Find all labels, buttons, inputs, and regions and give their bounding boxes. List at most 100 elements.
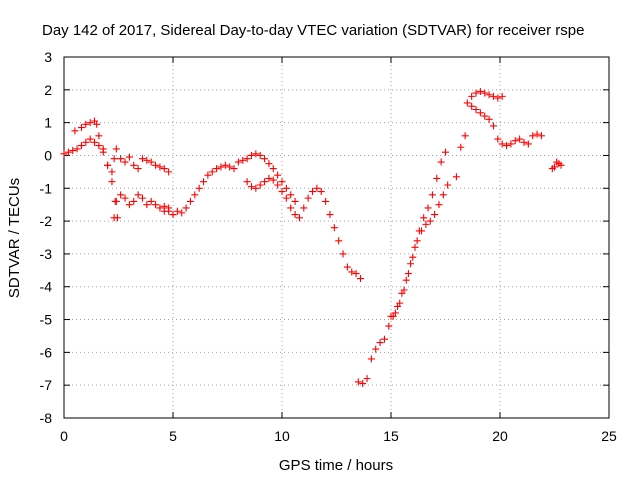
data-point (422, 220, 430, 228)
data-point (256, 181, 264, 189)
data-point (152, 161, 160, 169)
y-tick-label: -5 (40, 312, 53, 328)
data-point (221, 161, 229, 169)
data-point (485, 115, 493, 123)
data-point (533, 130, 541, 138)
data-point (418, 227, 426, 235)
data-point (261, 178, 269, 186)
y-tick-label: 0 (44, 147, 52, 163)
data-point (537, 132, 545, 140)
data-point (354, 378, 362, 386)
data-point (110, 214, 118, 222)
series-arc-8-14h-upper (234, 150, 299, 205)
data-point (64, 148, 72, 156)
data-point (69, 147, 77, 155)
data-point (117, 191, 125, 199)
data-point (494, 94, 502, 102)
data-point (110, 155, 118, 163)
data-point (472, 106, 480, 114)
data-point (372, 345, 380, 353)
data-point (269, 165, 277, 173)
data-point (322, 197, 330, 205)
data-point (274, 181, 282, 189)
data-point (93, 120, 101, 128)
data-point (274, 171, 282, 179)
data-point (152, 201, 160, 209)
data-point (407, 260, 415, 268)
data-point (291, 211, 299, 219)
data-point (256, 151, 264, 159)
series-arc-upper-3-5h (110, 145, 173, 176)
data-point (186, 197, 194, 205)
data-point (411, 243, 419, 251)
data-point (300, 204, 308, 212)
data-point (437, 158, 445, 166)
data-point (463, 99, 471, 107)
y-tick-labels: -8 -7 -6 -5 -4 -3 -2 -1 0 1 2 3 (40, 49, 53, 426)
data-point (208, 168, 216, 176)
data-point (402, 276, 410, 284)
data-point (165, 168, 173, 176)
data-point (278, 188, 286, 196)
data-point (60, 150, 68, 158)
data-point (125, 153, 133, 161)
data-point (125, 201, 133, 209)
data-point (169, 211, 177, 219)
data-point (265, 174, 273, 182)
data-point (134, 165, 142, 173)
data-point (291, 197, 299, 205)
data-point (426, 217, 434, 225)
data-point (143, 156, 151, 164)
data-point (200, 178, 208, 186)
data-point (108, 178, 116, 186)
chart-title: Day 142 of 2017, Sidereal Day-to-day VTE… (42, 22, 584, 39)
data-point (121, 158, 129, 166)
data-point (173, 207, 181, 215)
x-tick-label: 20 (492, 428, 508, 444)
data-point (481, 112, 489, 120)
data-point (363, 375, 371, 383)
data-point (178, 209, 186, 217)
data-point (217, 163, 225, 171)
data-point (86, 135, 94, 143)
data-point (444, 181, 452, 189)
x-tick-label: 0 (60, 428, 68, 444)
data-point (428, 191, 436, 199)
data-point (287, 191, 295, 199)
data-point (156, 163, 164, 171)
data-point (130, 161, 138, 169)
data-point (511, 137, 519, 145)
data-point (396, 299, 404, 307)
plot-border (63, 56, 610, 419)
data-point (457, 143, 465, 151)
data-point (243, 178, 251, 186)
y-tick-label: -8 (40, 410, 53, 426)
data-point (261, 155, 269, 163)
data-point (452, 173, 460, 181)
x-tick-label: 15 (383, 428, 399, 444)
y-axis-label: SDTVAR / TECUs (6, 178, 23, 298)
data-point (359, 380, 367, 388)
data-point (252, 150, 260, 158)
data-point (400, 286, 408, 294)
data-point (99, 148, 107, 156)
data-point (498, 92, 506, 100)
data-point (91, 138, 99, 146)
data-point (409, 253, 417, 261)
series-arc-18.5-20h (463, 87, 506, 107)
data-point (391, 309, 399, 317)
data-point (204, 171, 212, 179)
data-point (439, 191, 447, 199)
data-point (95, 132, 103, 140)
data-point (82, 138, 90, 146)
data-point (551, 163, 558, 171)
x-axis-label: GPS time / hours (279, 457, 393, 474)
data-point (282, 184, 290, 192)
data-point (339, 250, 347, 258)
data-point (82, 120, 90, 128)
data-point (468, 102, 476, 110)
data-point (108, 168, 116, 176)
data-point (367, 355, 375, 363)
